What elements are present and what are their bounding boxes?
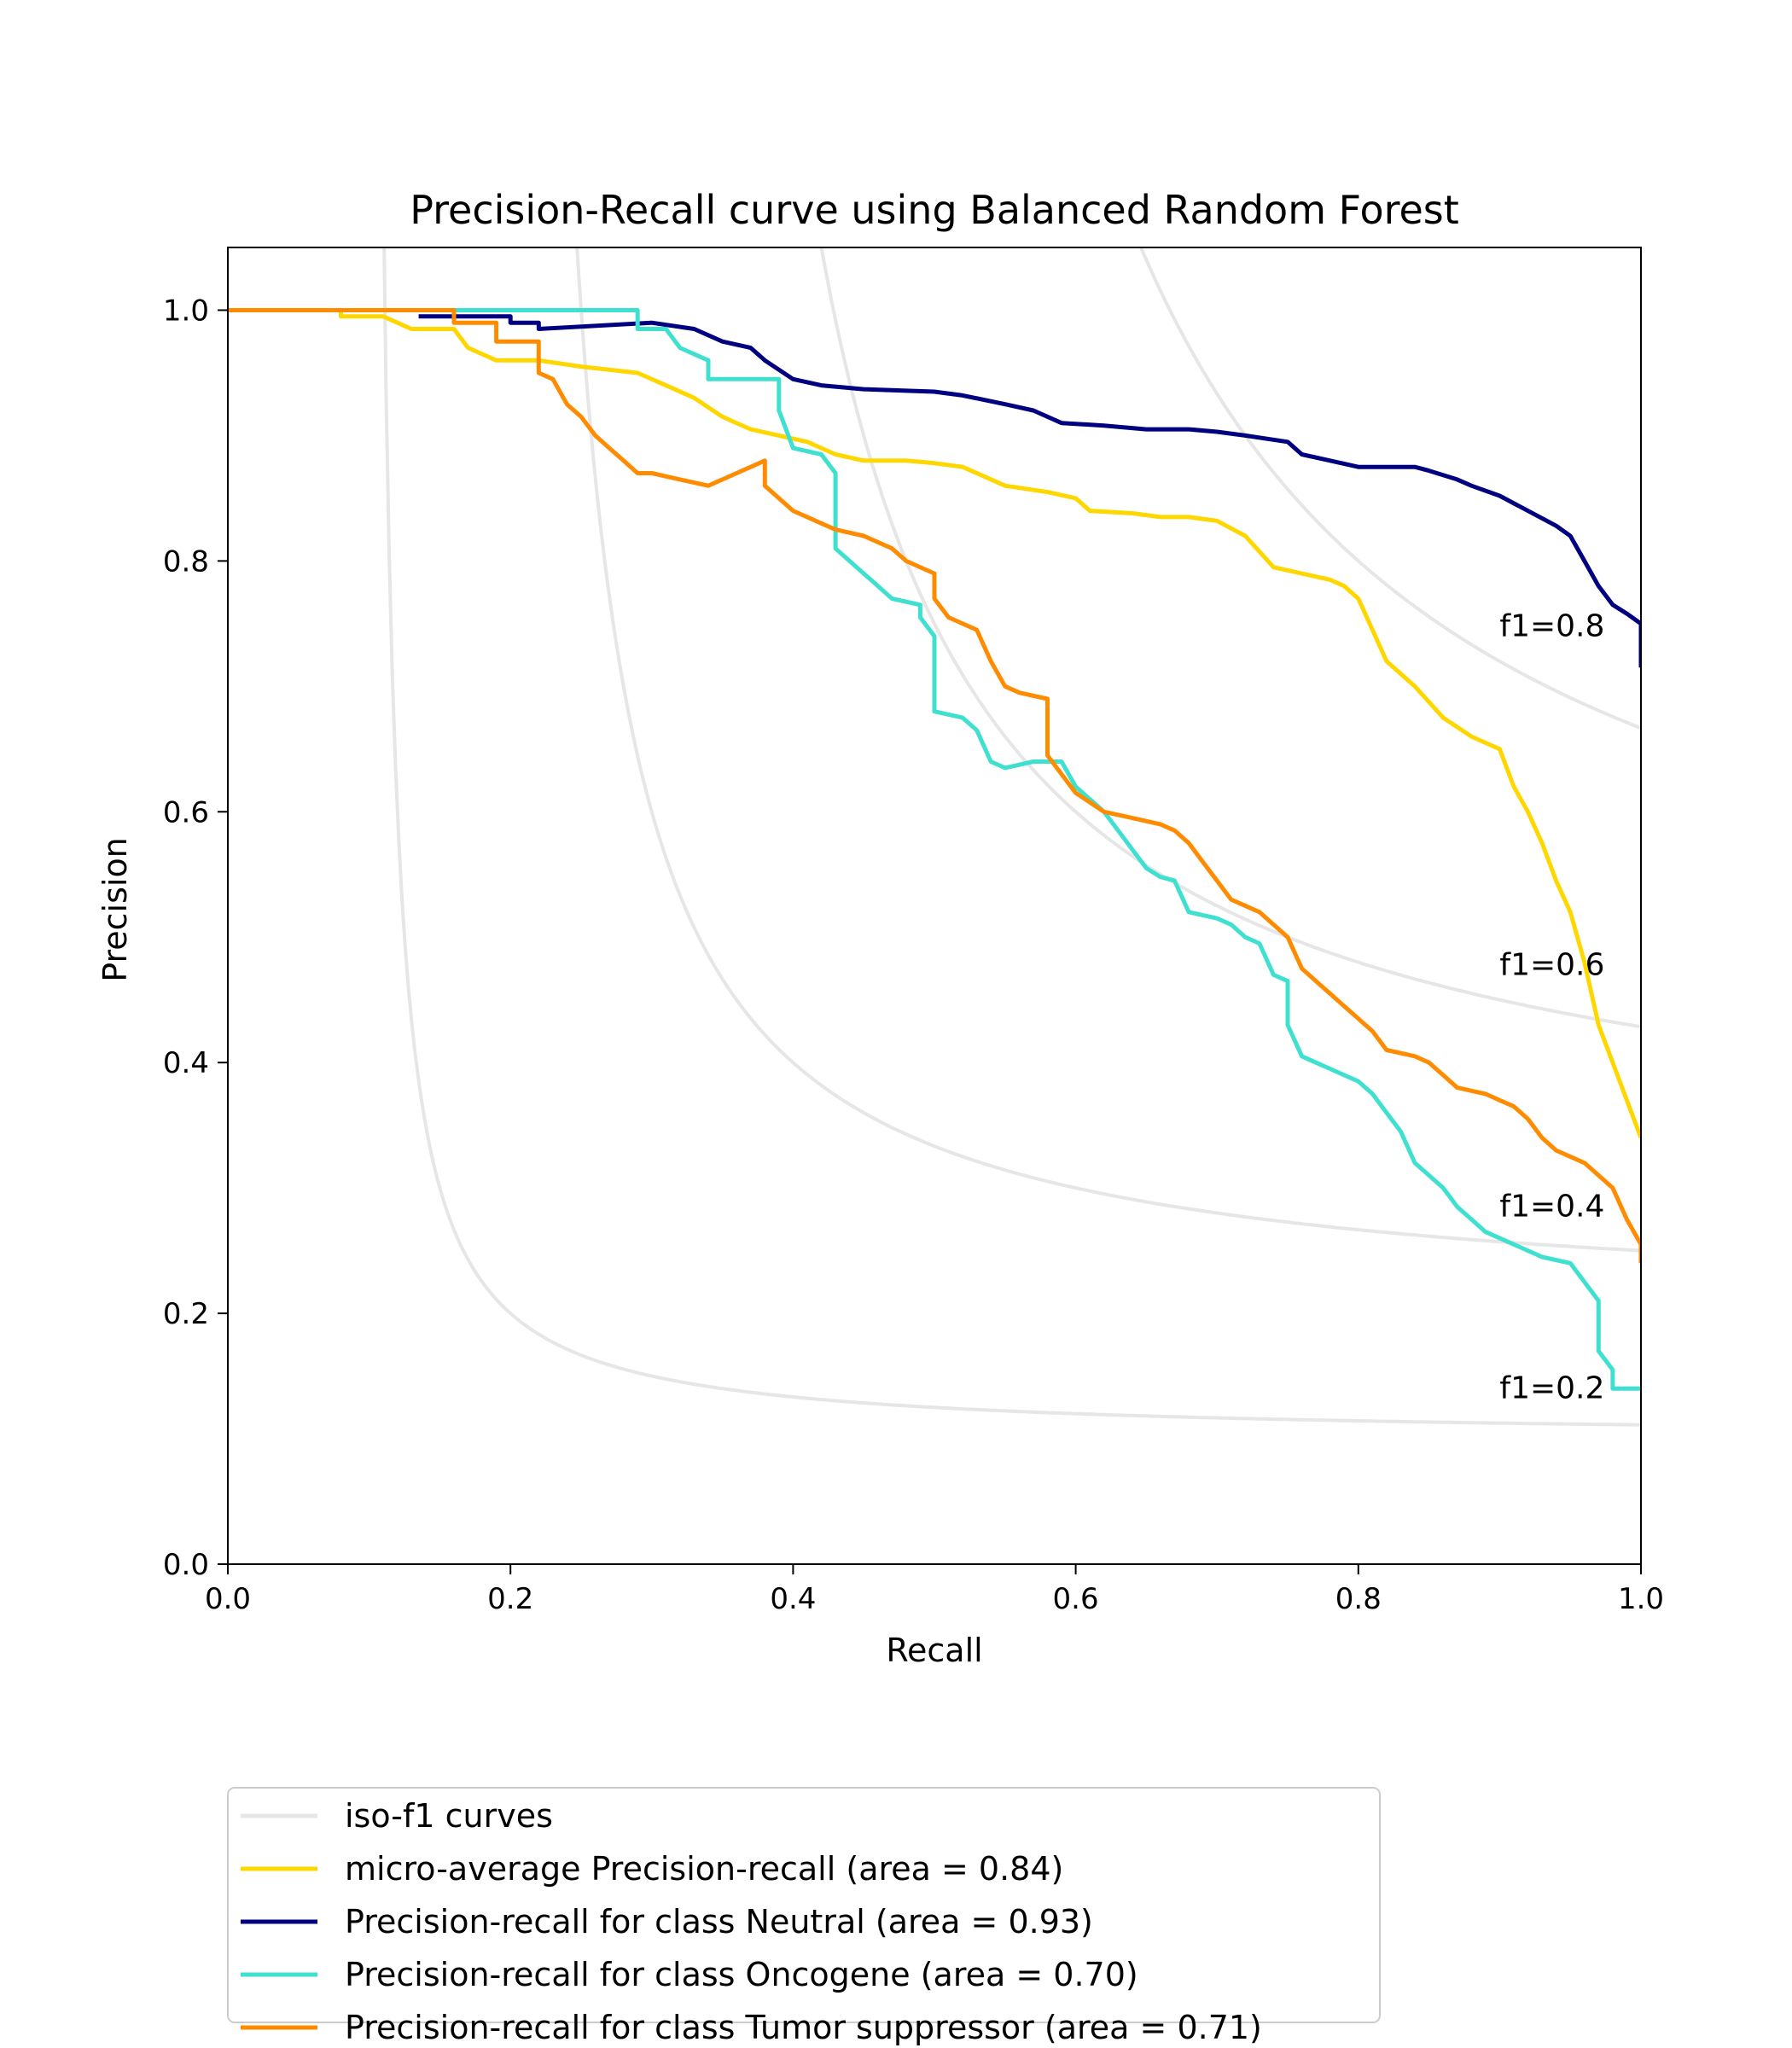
- iso-f1-curve: [382, 247, 1641, 1427]
- iso-f1-curves: [382, 247, 1641, 1427]
- legend-label-oncogene: Precision-recall for class Oncogene (are…: [345, 1956, 1138, 1993]
- y-tick-label: 0.6: [163, 795, 209, 829]
- y-tick-label: 0.4: [163, 1046, 209, 1080]
- x-tick-label: 0.6: [1053, 1582, 1099, 1616]
- plot-frame: [227, 247, 1642, 1565]
- x-tick-label: 0.0: [205, 1582, 251, 1616]
- iso-f1-labels: f1=0.2f1=0.4f1=0.6f1=0.8: [1499, 609, 1604, 1406]
- series-line: [228, 308, 1641, 1391]
- iso-f1-label: f1=0.8: [1499, 609, 1604, 644]
- x-axis-label: Recall: [886, 1632, 982, 1669]
- legend-label-neutral: Precision-recall for class Neutral (area…: [345, 1903, 1093, 1940]
- legend-label-micro-average: micro-average Precision-recall (area = 0…: [345, 1850, 1063, 1888]
- iso-f1-curve: [819, 247, 1641, 1029]
- y-axis-label: Precision: [96, 837, 134, 982]
- iso-f1-curve: [575, 247, 1641, 1253]
- series-line: [418, 314, 1641, 668]
- y-tick-label: 0.2: [163, 1297, 209, 1331]
- iso-f1-label: f1=0.2: [1499, 1370, 1604, 1405]
- legend-frame: [227, 1787, 1381, 2023]
- x-tick-label: 0.8: [1335, 1582, 1382, 1616]
- legend: iso-f1 curves micro-average Precision-re…: [227, 1787, 1381, 2046]
- x-tick-label: 0.4: [770, 1582, 816, 1616]
- series-lines: [228, 308, 1641, 1391]
- chart-title: Precision-Recall curve using Balanced Ra…: [410, 187, 1459, 233]
- series-line: [228, 308, 1641, 1264]
- x-tick-label: 0.2: [487, 1582, 533, 1616]
- x-tick-label: 1.0: [1618, 1582, 1664, 1616]
- y-axis-ticks: 0.0 0.2 0.4 0.6 0.8 1.0: [163, 294, 228, 1582]
- iso-f1-curve: [1138, 247, 1641, 730]
- iso-f1-label: f1=0.4: [1499, 1190, 1604, 1225]
- legend-label-iso-f1: iso-f1 curves: [345, 1797, 553, 1835]
- series-line: [228, 308, 1641, 1139]
- x-axis-ticks: 0.0 0.2 0.4 0.6 0.8 1.0: [205, 1564, 1664, 1616]
- y-tick-label: 1.0: [163, 294, 209, 328]
- y-tick-label: 0.8: [163, 544, 209, 579]
- legend-label-tumor-suppressor: Precision-recall for class Tumor suppres…: [345, 2009, 1262, 2046]
- y-tick-label: 0.0: [163, 1548, 209, 1582]
